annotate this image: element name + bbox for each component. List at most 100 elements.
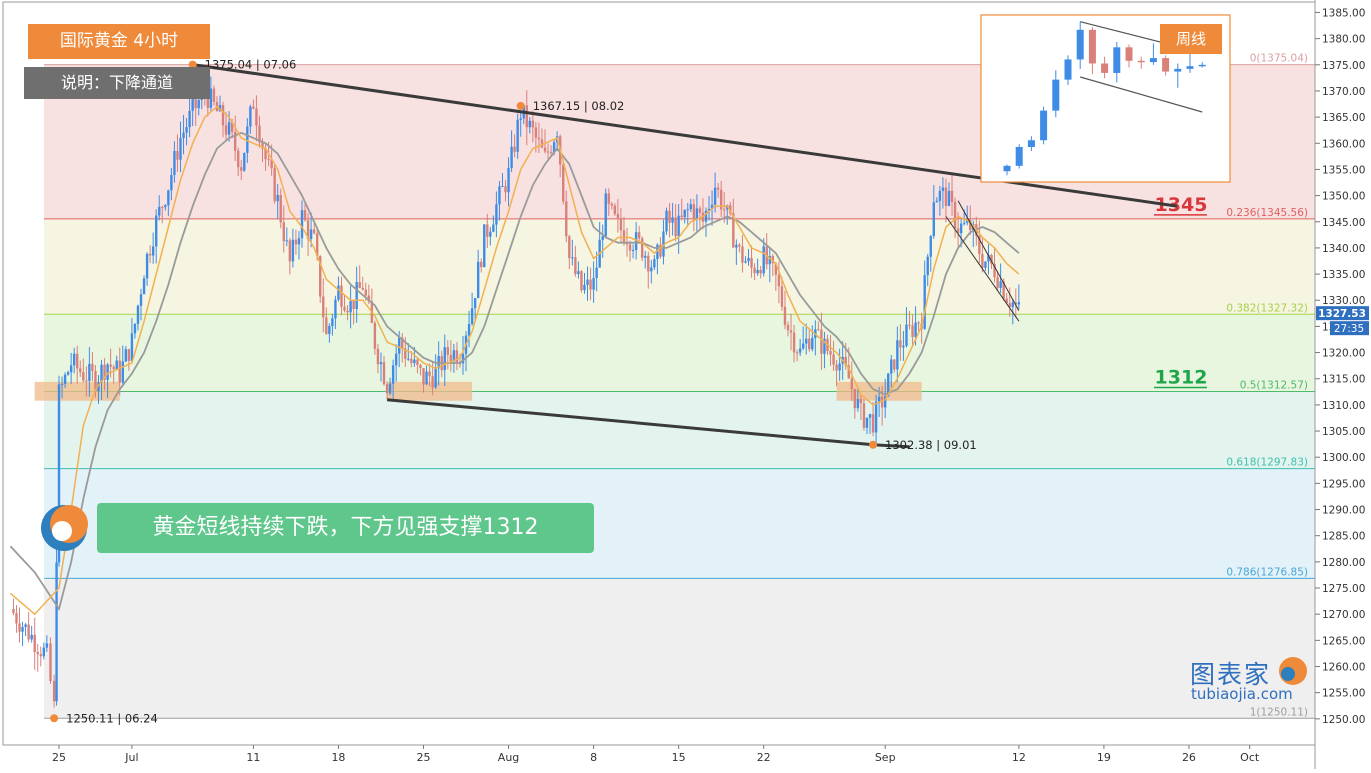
candle-body [312, 229, 316, 234]
candle-body [947, 190, 951, 206]
candle-body [890, 359, 893, 374]
candle-body [641, 238, 644, 258]
candle-body [413, 359, 416, 364]
candle-body [735, 244, 738, 248]
candle-body [185, 127, 188, 133]
candle-body [865, 417, 869, 428]
fib-zone [44, 314, 1315, 392]
candle-body [461, 353, 465, 364]
candle-body [252, 106, 255, 109]
candle-body [571, 257, 574, 259]
candle-body [820, 329, 823, 354]
candle-body [66, 372, 70, 375]
candle-body [233, 132, 237, 151]
candle-body [902, 345, 905, 348]
candle-body [577, 271, 580, 275]
candle-body [492, 224, 495, 232]
chart-title: 国际黄金 4小时 [28, 24, 210, 59]
candle-body [574, 257, 577, 275]
candle-body [118, 360, 121, 383]
x-tick-label: Oct [1240, 751, 1260, 764]
candle-body [285, 240, 289, 242]
support-box [387, 381, 473, 401]
candle-body [282, 222, 285, 242]
candle-body [996, 277, 999, 288]
candle-body [647, 255, 650, 272]
candle-body [495, 204, 498, 225]
candle-body [230, 122, 234, 133]
candle-body [653, 259, 656, 268]
candle-body [391, 365, 395, 384]
candle-body [12, 608, 15, 614]
candle-body [309, 229, 313, 239]
candle-body [431, 376, 434, 388]
pivot-dot [869, 440, 878, 449]
wedge-top [957, 200, 1020, 311]
fib-lines: 0(1375.04) 0.236(1345.56) 0.382(1327.32) 0.… [44, 53, 1315, 719]
candle-body [938, 190, 942, 201]
candle-body [695, 208, 699, 220]
candle-body [880, 396, 884, 408]
pivot-label: 1250.11 | 06.24 [66, 711, 158, 725]
candle-body [671, 217, 674, 223]
pivots: 1375.04 | 07.06 1367.15 | 08.02 1302.38 | … [50, 58, 977, 725]
candle-body [63, 374, 67, 384]
y-tick-label: 1300.00 [1322, 452, 1365, 464]
candle-body [273, 168, 276, 202]
candle-body [723, 209, 726, 211]
candle-body [887, 373, 890, 397]
candle-body [270, 159, 273, 169]
y-tick-label: 1350.00 [1322, 191, 1365, 203]
y-tick-label: 1385.00 [1322, 7, 1365, 19]
pivot-label: 1375.04 | 07.06 [205, 58, 297, 72]
y-tick-label: 1265.00 [1322, 635, 1365, 647]
x-tick-label: Aug [498, 751, 519, 764]
y-tick-label: 1375.00 [1322, 60, 1365, 72]
y-tick-label: 1345.00 [1322, 217, 1365, 229]
candle-body [306, 220, 310, 239]
brand-name: 图表家 [1190, 660, 1272, 689]
candle-body [507, 167, 510, 193]
countdown-label: 27:35 [1334, 323, 1364, 335]
candle-body [607, 193, 610, 204]
candle-body [549, 151, 553, 153]
pivot-dot [516, 101, 525, 110]
ma-fast-line [9, 105, 1020, 616]
candle-body [525, 105, 528, 128]
candle-body [212, 88, 216, 103]
brand-logo [41, 505, 1307, 685]
candle-body [926, 256, 929, 276]
candle-body [604, 193, 607, 237]
candle-body [227, 122, 231, 135]
candle-body [364, 289, 367, 296]
candle-body [531, 120, 535, 128]
candle-body [428, 371, 431, 377]
candle-body [94, 370, 97, 392]
candle-body [367, 295, 371, 302]
candle-body [756, 269, 759, 274]
candle-body [650, 267, 653, 272]
candle-body [877, 396, 881, 402]
candle-body [197, 99, 200, 109]
candle-body [631, 250, 635, 252]
candle-body [665, 210, 668, 232]
candle-body [483, 224, 486, 268]
candle-body [950, 190, 954, 203]
inset-candle [1113, 47, 1121, 73]
candle-body [291, 239, 295, 262]
x-tick-label: 15 [672, 751, 686, 764]
candle-body [981, 254, 984, 268]
candle-body [884, 396, 887, 408]
candle-body [513, 146, 516, 152]
candle-body [862, 403, 866, 428]
chart-note: 说明：下降通道 [24, 67, 210, 99]
candle-body [732, 213, 735, 248]
candle-body [896, 340, 899, 370]
inset-candle [1040, 110, 1048, 141]
candle-body [303, 210, 307, 221]
candle-body [161, 206, 164, 208]
fib-label: 1(1250.11) [1250, 706, 1308, 718]
candle-body [941, 187, 945, 191]
y-tick-label: 1270.00 [1322, 609, 1365, 621]
candle-body [798, 348, 802, 353]
